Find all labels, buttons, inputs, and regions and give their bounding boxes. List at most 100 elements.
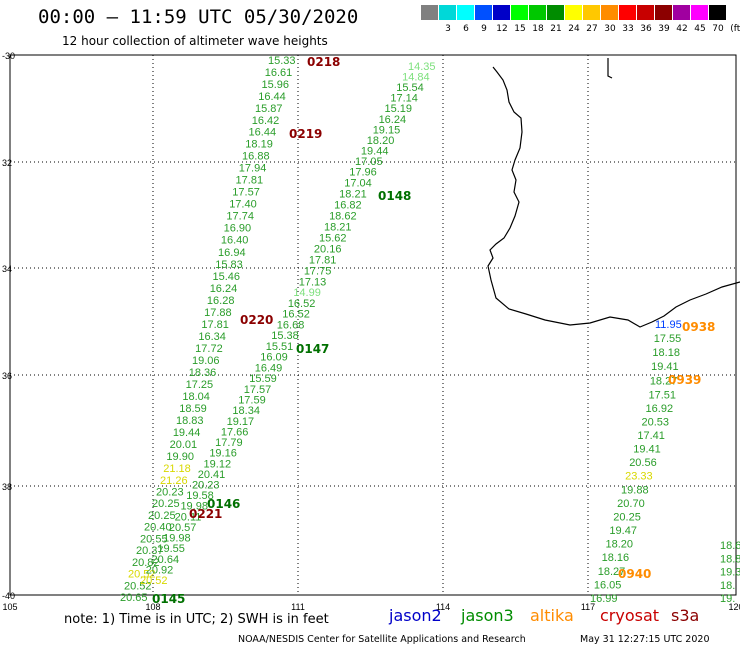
- swh-value: 23.33: [625, 471, 653, 483]
- swh-value: 15.87: [255, 103, 283, 115]
- satellite-name: jason3: [461, 606, 514, 625]
- legend-label: 9: [481, 24, 487, 34]
- swh-value: 17.75: [304, 265, 332, 277]
- legend-swatch: [691, 5, 708, 20]
- swh-value: 17.66: [221, 426, 249, 438]
- swh-value: 17.25: [186, 379, 214, 391]
- pass-time: 0145: [152, 592, 185, 606]
- swh-value: 20.01: [170, 439, 198, 451]
- lat-tick-label: 36: [2, 371, 12, 381]
- pass-time: 0218: [307, 55, 340, 69]
- swh-value: 20.37: [136, 545, 164, 557]
- legend-swatch: [637, 5, 654, 20]
- river-mark: [607, 58, 613, 79]
- pass-time: 0220: [240, 313, 273, 327]
- legend-swatch: [457, 5, 474, 20]
- pass-time: 0219: [289, 127, 322, 141]
- swh-value: 16.40: [221, 235, 249, 247]
- graticule: [9, 54, 737, 596]
- swh-value: 20.70: [617, 498, 645, 510]
- legend-label: 39: [658, 24, 670, 34]
- swh-value: 17.04: [344, 178, 372, 190]
- swh-value: 16.24: [210, 283, 238, 295]
- swh-value: 16.52: [282, 309, 310, 321]
- swh-value: 17.40: [229, 198, 257, 210]
- legend-swatch: [655, 5, 672, 20]
- legend-label: 45: [694, 24, 706, 34]
- swh-value: 19.: [720, 593, 735, 605]
- swh-value: 19.90: [166, 451, 194, 463]
- swh-value: 20.52: [128, 569, 156, 581]
- swh-value: 20.56: [629, 457, 657, 469]
- swh-value: 18.21: [339, 189, 367, 201]
- pass-time: 0938: [682, 320, 715, 334]
- swh-value: 19.98: [163, 533, 191, 545]
- legend-label: 70: [712, 24, 724, 34]
- altimeter-tracks: 15.3316.6115.9616.4415.8716.4216.4418.19…: [120, 55, 740, 605]
- lon-tick-label: 105: [2, 602, 17, 612]
- swh-value: 19.16: [209, 448, 237, 460]
- swh-value: 19.44: [173, 427, 201, 439]
- legend-label: 30: [604, 24, 616, 34]
- swh-value: 17.13: [299, 276, 327, 288]
- pass-time: 0147: [296, 342, 329, 356]
- swh-value: 17.41: [637, 430, 665, 442]
- swh-value: 19.41: [633, 444, 661, 456]
- swh-value: 19.55: [157, 543, 185, 555]
- legend-label: 33: [622, 24, 634, 34]
- pass-time: 0146: [207, 497, 240, 511]
- swh-value: 18.16: [602, 552, 630, 564]
- legend-label: 18: [532, 24, 544, 34]
- swh-value: 15.83: [215, 259, 243, 271]
- lon-tick-label: 108: [145, 602, 160, 612]
- swh-value: 16.92: [646, 403, 674, 415]
- swh-value: 20.16: [314, 243, 342, 255]
- swh-value: 15.38: [271, 330, 299, 342]
- swh-value: 18.19: [245, 139, 273, 151]
- legend-unit: (ft): [730, 24, 740, 34]
- legend-swatch: [619, 5, 636, 20]
- swh-value: 20.65: [120, 592, 148, 604]
- swh-value: 16.99: [590, 593, 618, 605]
- swh-value: 15.51: [266, 341, 294, 353]
- swh-value: 17.72: [195, 343, 223, 355]
- swh-value: 16.24: [379, 114, 407, 126]
- swh-value: 19.06: [192, 355, 220, 367]
- swh-value: 15.19: [384, 103, 412, 115]
- swh-value: 11.95: [655, 319, 682, 331]
- swh-value: 20.40: [144, 522, 172, 534]
- swh-value: 18.83: [176, 415, 204, 427]
- legend-swatch: [475, 5, 492, 20]
- swh-value: 20.82: [132, 557, 160, 569]
- satellite-name: s3a: [671, 606, 700, 625]
- legend-label: 12: [496, 24, 508, 34]
- swh-value: 14.84: [402, 72, 430, 84]
- legend-label: 3: [445, 24, 451, 34]
- legend-swatch: [709, 5, 726, 20]
- legend-label: 6: [463, 24, 469, 34]
- swh-value: 17.59: [238, 395, 266, 407]
- legend-swatch: [565, 5, 582, 20]
- swh-value: 20.11: [175, 511, 202, 523]
- swh-value: 19.44: [361, 145, 389, 157]
- legend-swatch: [493, 5, 510, 20]
- swh-value: 20.92: [146, 564, 174, 576]
- swh-value: 19.17: [227, 416, 255, 428]
- swh-value: 15.54: [396, 82, 424, 94]
- swh-value: 17.57: [244, 384, 272, 396]
- swh-value: 20.41: [198, 469, 226, 481]
- legend-label: 15: [514, 24, 526, 34]
- map-subtitle: 12 hour collection of altimeter wave hei…: [62, 34, 328, 48]
- swh-value: 16.42: [252, 115, 280, 127]
- satellite-name: altika: [530, 606, 574, 625]
- map-frame: [9, 54, 737, 596]
- legend-swatch: [529, 5, 546, 20]
- swh-value: 16.49: [255, 362, 283, 374]
- swh-value: 16.82: [334, 200, 362, 212]
- swh-value: 15.46: [212, 271, 240, 283]
- swh-value: 17.94: [239, 163, 267, 175]
- legend-swatch: [601, 5, 618, 20]
- swh-value: 20.25: [613, 511, 641, 523]
- footer-note: note: 1) Time is in UTC; 2) SWH is in fe…: [64, 612, 329, 627]
- swh-value: 17.55: [654, 333, 682, 345]
